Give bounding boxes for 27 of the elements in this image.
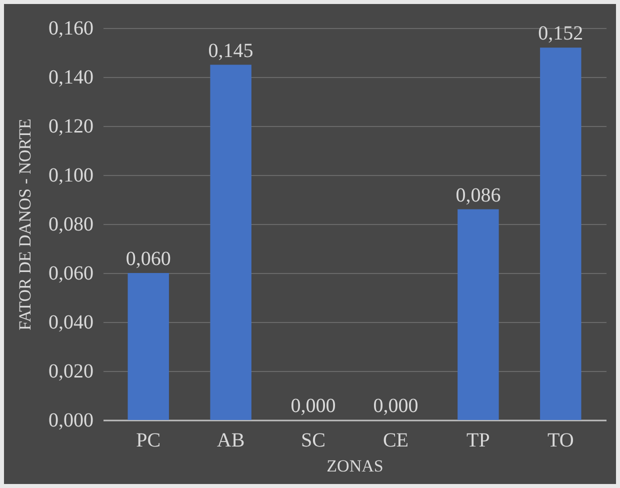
y-tick-label: 0,020: [48, 360, 94, 382]
data-label: 0,000: [373, 395, 418, 417]
y-tick-label: 0,080: [48, 214, 94, 236]
x-tick-label: PC: [136, 430, 161, 452]
data-label: 0,145: [208, 40, 254, 62]
y-tick-label: 0,120: [48, 116, 94, 138]
x-axis-title: ZONAS: [326, 456, 384, 476]
y-tick-label: 0,100: [48, 164, 94, 186]
data-label: 0,060: [126, 248, 171, 270]
data-label: 0,000: [290, 395, 336, 417]
y-tick-label: 0,040: [48, 312, 94, 334]
y-tick-label: 0,060: [48, 262, 94, 284]
data-label: 0,086: [456, 184, 501, 206]
y-tick-label: 0,140: [48, 66, 94, 88]
bar: [540, 48, 582, 420]
x-tick-label: CE: [382, 430, 409, 452]
y-tick-label: 0,000: [48, 410, 94, 432]
x-tick-label: TP: [466, 430, 490, 452]
x-tick-label: AB: [216, 430, 245, 452]
bar: [210, 64, 252, 420]
data-label: 0,152: [538, 22, 584, 45]
bar: [458, 209, 499, 420]
x-tick-label: TO: [547, 430, 574, 452]
bar: [128, 273, 169, 420]
y-axis-title: FATOR DE DANOS - NORTE: [16, 118, 34, 330]
y-tick-label: 0,160: [48, 18, 94, 40]
x-tick-label: SC: [301, 430, 326, 452]
